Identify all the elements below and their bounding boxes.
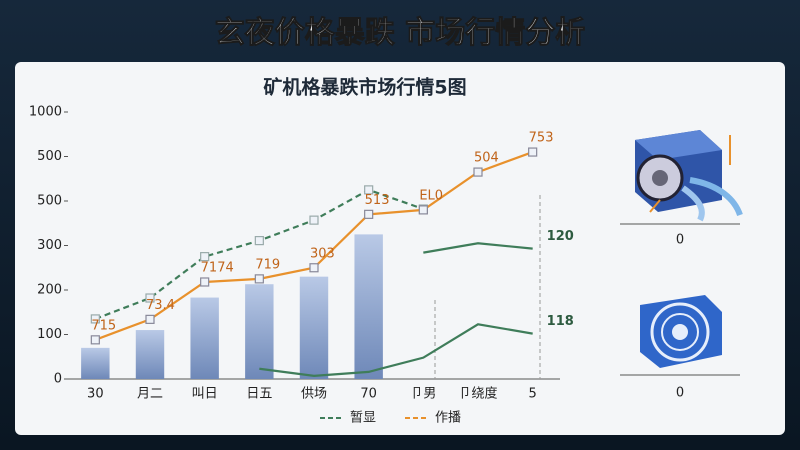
miner-icon [620, 130, 743, 225]
x-tick-label: 供场 [301, 387, 327, 402]
point-marker [145, 293, 155, 303]
x-tick-label: 日五 [246, 387, 272, 402]
x-tick-label: 30 [87, 387, 104, 402]
page-title: 玄夜价格暴跌 市场行情分析 [215, 16, 585, 51]
point-marker [200, 277, 210, 287]
end-label: 120 [547, 229, 574, 244]
x-tick-label: 5 [529, 387, 537, 402]
point-marker [528, 147, 538, 157]
x-tick-label: 卩男 [410, 387, 436, 402]
point-marker [200, 252, 210, 262]
point-label: 504 [474, 151, 499, 166]
bar [245, 284, 274, 379]
chart-title: 矿机格暴跌市场行情5图 [263, 76, 466, 99]
point-marker [145, 314, 155, 324]
point-label: 715 [91, 318, 116, 333]
x-tick-label: 月二 [137, 387, 163, 402]
y-tick-label: 500 [37, 194, 62, 209]
bar [135, 330, 165, 379]
y-tick-label: 300 [37, 238, 62, 253]
legend-label: 暂显 [350, 411, 376, 426]
legend-label: 作播 [435, 411, 461, 426]
fan-icon [620, 295, 740, 376]
x-tick-label: 卩绕度 [458, 386, 497, 402]
point-marker [90, 314, 100, 324]
x-tick-label: 叫日 [192, 387, 218, 402]
point-marker [473, 167, 483, 177]
side-label: 0 [676, 233, 684, 248]
point-label: 7174 [201, 260, 234, 275]
point-marker [309, 215, 319, 225]
bar [299, 276, 329, 379]
side-label: 0 [676, 386, 684, 401]
point-label: 303 [310, 246, 335, 261]
y-tick-label: 1000 [29, 105, 62, 120]
bar [354, 234, 383, 379]
point-marker [90, 335, 100, 345]
point-marker [364, 185, 374, 195]
y-tick-label: 100 [37, 327, 62, 342]
point-label: 753 [529, 131, 554, 146]
end-label: 118 [547, 314, 574, 329]
point-marker [254, 274, 264, 284]
point-marker [254, 236, 264, 246]
point-label: 719 [255, 257, 280, 272]
y-tick-label: 500 [37, 149, 62, 164]
point-marker [418, 205, 428, 215]
y-tick-label: 200 [37, 283, 62, 298]
point-label: 73.4 [146, 298, 175, 313]
point-marker [309, 263, 319, 273]
series-line [259, 323, 533, 377]
point-label: 513 [365, 193, 390, 208]
point-label: EL0 [419, 188, 443, 203]
bar [190, 297, 219, 379]
bar [81, 347, 110, 379]
series-line [423, 242, 533, 254]
y-tick-label: 0 [54, 372, 62, 387]
x-tick-label: 70 [360, 387, 377, 402]
point-marker [364, 209, 374, 219]
